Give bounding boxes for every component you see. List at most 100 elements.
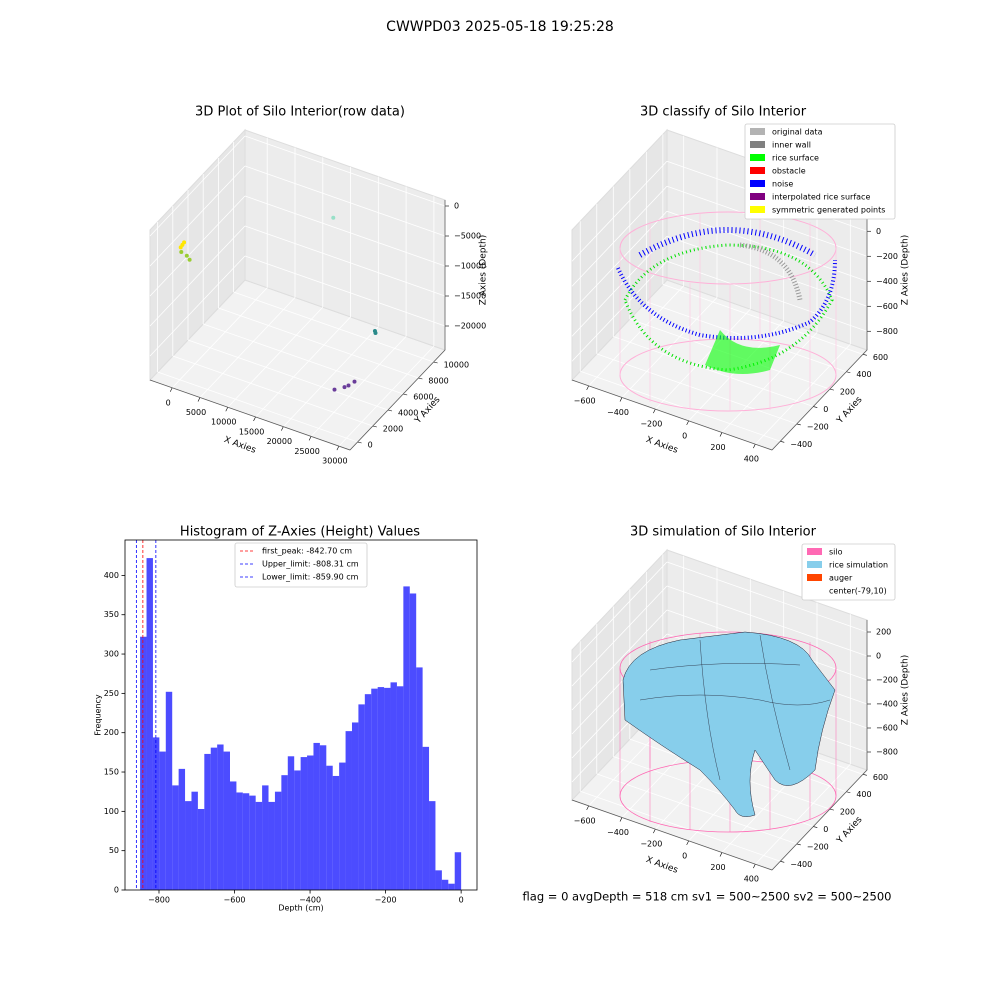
grid-line (655, 308, 751, 410)
bar (210, 747, 218, 890)
z-tick-label: 0 (454, 202, 459, 211)
inner-wall-points (739, 242, 803, 301)
axis-line (149, 379, 351, 451)
grid-line (588, 285, 684, 387)
x-tick-label: 0 (682, 431, 687, 440)
pane-left (571, 128, 668, 382)
bar (191, 791, 198, 890)
grid-line (310, 336, 407, 437)
grid-line (571, 185, 668, 287)
y-tick (387, 409, 393, 412)
rice-core (705, 330, 780, 374)
y-tick (829, 388, 834, 391)
y-tick-label: 600 (873, 773, 888, 782)
axes-frame (124, 539, 478, 891)
rice-surface (622, 631, 836, 817)
z-tick-label: −10000 (454, 262, 486, 271)
axis-line (349, 349, 446, 451)
point (187, 257, 192, 262)
z-tick-label: 0 (876, 227, 881, 236)
grid-line (666, 260, 868, 332)
bar (140, 636, 147, 890)
legend-label: rice surface (772, 154, 819, 163)
point (184, 253, 189, 258)
x-tick (308, 436, 312, 441)
grid-line (338, 345, 435, 447)
grid-line (571, 160, 668, 262)
x-tick-label: 20000 (267, 437, 292, 446)
grid-line (149, 135, 246, 237)
grid-line (149, 165, 246, 267)
legend-label: Upper_limit: -808.31 cm (262, 560, 359, 569)
grid-line (666, 561, 868, 633)
y-tick-label: 2000 (383, 425, 403, 434)
bar (435, 870, 442, 890)
x-tick-label: 0 (166, 398, 171, 407)
grid-line (571, 561, 668, 663)
grid-line (255, 316, 351, 418)
x-tick (169, 387, 173, 392)
legend-swatch (807, 561, 822, 568)
bar (396, 686, 404, 890)
y-tick-label: 6000 (413, 393, 433, 402)
rice-points (623, 243, 834, 372)
legend-swatch (750, 141, 765, 148)
legend-label: rice simulation (829, 561, 888, 570)
z-tick-label: −800 (876, 327, 898, 336)
bar (371, 688, 378, 890)
grid-line (244, 225, 446, 297)
x-tick-label: 15000 (239, 427, 264, 436)
x-tick (653, 829, 656, 834)
grid-line (596, 773, 797, 845)
y-tick (372, 425, 377, 428)
y-tick-label: −200 (807, 842, 829, 851)
z-tick-label: −600 (876, 724, 898, 733)
x-tick-label: 400 (744, 455, 759, 464)
x-tick-label: −600 (574, 816, 596, 825)
point (179, 249, 184, 254)
y-tick-label: 200 (104, 728, 119, 737)
panes (149, 128, 446, 451)
y-tick (829, 808, 834, 811)
y-tick (403, 393, 408, 396)
y-tick-label: 4000 (398, 409, 418, 418)
simulation-decoration (619, 631, 837, 833)
point (372, 329, 377, 334)
pane-left (571, 548, 668, 802)
status-footer: flag = 0 avgDepth = 518 cm sv1 = 500~250… (523, 890, 892, 904)
x-tick-label: −600 (574, 396, 596, 405)
bar (172, 785, 179, 890)
z-axis-label: Z Axies (Depth) (901, 655, 911, 726)
bar (358, 704, 365, 890)
bar (287, 756, 295, 890)
chart-title: 3D simulation of Silo Interior (630, 525, 817, 540)
z-tick-label: 200 (876, 628, 891, 637)
bar (204, 753, 211, 890)
bar (274, 791, 282, 890)
grid-line (199, 297, 296, 398)
grid-line (171, 287, 268, 389)
bar (345, 731, 352, 890)
x-tick (586, 385, 589, 390)
grid-line (283, 326, 379, 427)
x-tick (586, 805, 589, 810)
y-tick-label: 250 (104, 689, 119, 698)
x-tick (686, 840, 689, 845)
bar (377, 687, 385, 890)
legend-box (801, 543, 896, 601)
y-tick (862, 774, 867, 776)
legend-label: first_peak: -842.70 cm (262, 547, 352, 556)
y-tick-label: 400 (856, 370, 871, 379)
bar (217, 744, 224, 890)
bar (159, 751, 166, 890)
x-tick-label: −400 (299, 896, 321, 905)
legend-box (234, 542, 368, 588)
legend-swatch (750, 154, 765, 161)
bar (223, 751, 230, 890)
y-tick (846, 791, 851, 794)
legend-label: center(-79,10) (829, 587, 887, 596)
y-tick (862, 354, 867, 356)
z-tick-label: −200 (876, 252, 898, 261)
x-tick-label: −200 (640, 420, 662, 429)
x-tick (753, 864, 756, 869)
